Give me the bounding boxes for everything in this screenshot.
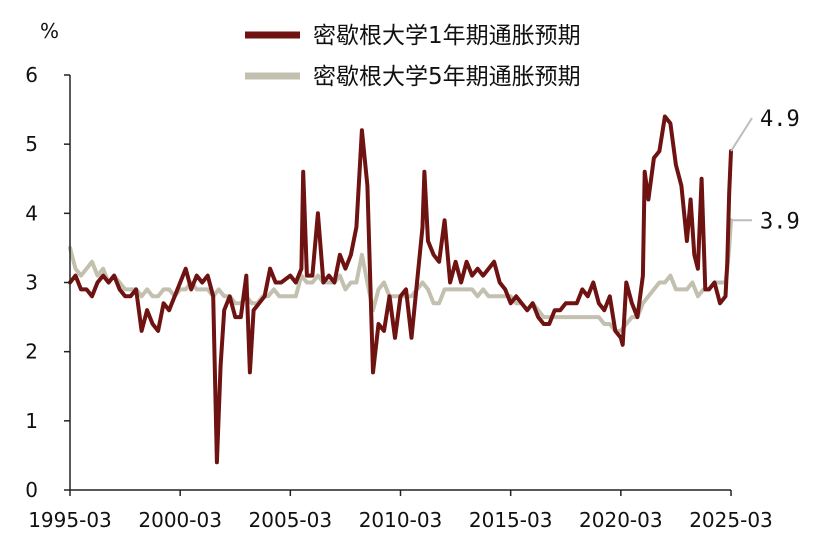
y-tick-label: 1 bbox=[25, 409, 38, 433]
y-tick-label: 0 bbox=[25, 478, 38, 502]
legend-label-1y: 密歇根大学1年期通胀预期 bbox=[313, 23, 581, 49]
x-tick-label: 2025-03 bbox=[689, 508, 773, 532]
y-tick-label: 3 bbox=[25, 271, 38, 295]
x-tick-label: 2015-03 bbox=[469, 508, 553, 532]
x-tick-label: 2020-03 bbox=[579, 508, 663, 532]
series-layer bbox=[68, 114, 733, 465]
legend: 密歇根大学1年期通胀预期 密歇根大学5年期通胀预期 bbox=[245, 23, 581, 90]
legend-label-5y: 密歇根大学5年期通胀预期 bbox=[313, 64, 581, 90]
y-tick-label: 4 bbox=[25, 201, 38, 225]
end-labels: 4.9 3.9 bbox=[730, 107, 800, 234]
series-line-5y bbox=[68, 218, 733, 333]
x-axis: 1995-03 2000-03 2005-03 2010-03 2015-03 2020-… bbox=[28, 490, 773, 532]
end-label-1y: 4.9 bbox=[760, 107, 800, 132]
y-tick-label: 5 bbox=[25, 132, 38, 156]
y-axis: 0 1 2 3 4 5 6 bbox=[25, 63, 70, 502]
x-tick-label: 2000-03 bbox=[138, 508, 222, 532]
end-label-5y: 3.9 bbox=[760, 209, 800, 234]
x-tick-label: 1995-03 bbox=[28, 508, 112, 532]
series-line-1y bbox=[68, 114, 733, 465]
end-label-leader bbox=[730, 117, 753, 152]
x-tick-label: 2010-03 bbox=[359, 508, 443, 532]
y-tick-label: 6 bbox=[25, 63, 38, 87]
y-axis-unit-label: % bbox=[40, 19, 59, 43]
y-tick-label: 2 bbox=[25, 340, 38, 364]
x-tick-label: 2005-03 bbox=[249, 508, 333, 532]
